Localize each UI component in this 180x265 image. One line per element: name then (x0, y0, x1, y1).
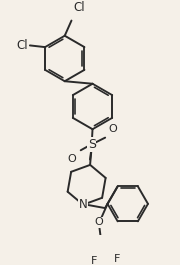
Text: O: O (109, 124, 117, 134)
Text: O: O (68, 154, 76, 165)
Text: Cl: Cl (17, 39, 28, 52)
Text: O: O (95, 217, 104, 227)
Text: S: S (88, 138, 96, 151)
Text: F: F (114, 254, 121, 264)
Text: Cl: Cl (73, 1, 85, 14)
Text: F: F (91, 256, 97, 265)
Text: N: N (79, 198, 87, 211)
